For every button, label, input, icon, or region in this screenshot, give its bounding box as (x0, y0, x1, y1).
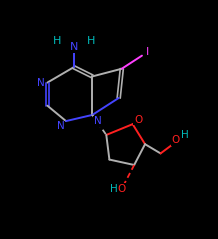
Text: N: N (94, 116, 102, 126)
Text: H: H (87, 36, 95, 46)
Text: H: H (53, 36, 61, 46)
Text: O: O (118, 184, 126, 194)
Text: H: H (110, 184, 118, 194)
Text: O: O (134, 114, 142, 125)
Text: H: H (181, 130, 188, 140)
Text: O: O (171, 135, 179, 145)
Text: N: N (57, 121, 65, 131)
Text: N: N (70, 42, 78, 52)
Text: N: N (37, 78, 44, 87)
Text: I: I (146, 47, 149, 57)
